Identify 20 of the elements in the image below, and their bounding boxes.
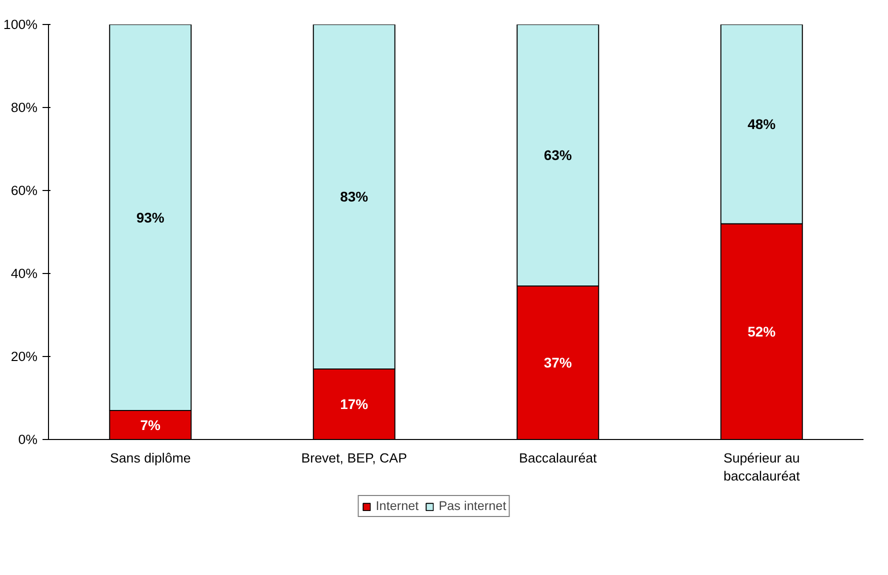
data-label: 48% [748, 116, 776, 132]
y-tick-label: 0% [18, 432, 38, 447]
legend-label: Pas internet [438, 499, 506, 513]
data-label: 17% [340, 396, 369, 412]
data-label: 52% [748, 324, 776, 340]
data-label: 93% [136, 209, 165, 226]
data-label: 63% [544, 147, 572, 164]
x-tick-label: Supérieur au baccalauréat [723, 450, 800, 484]
data-label: 7% [140, 416, 162, 433]
data-label: 37% [544, 354, 572, 371]
y-tick-label: 20% [10, 349, 38, 364]
data-label: 83% [340, 188, 369, 205]
x-tick-label: Baccalauréat [518, 450, 598, 466]
x-tick-label: Sans diplôme [110, 450, 191, 466]
x-tick-label: Brevet, BEP, CAP [301, 450, 408, 466]
y-tick-label: 60% [10, 183, 38, 198]
y-tick-label: 40% [10, 266, 38, 281]
y-tick-label: 100% [3, 17, 38, 32]
legend-label: Internet [376, 499, 419, 513]
y-tick-label: 80% [10, 100, 38, 115]
